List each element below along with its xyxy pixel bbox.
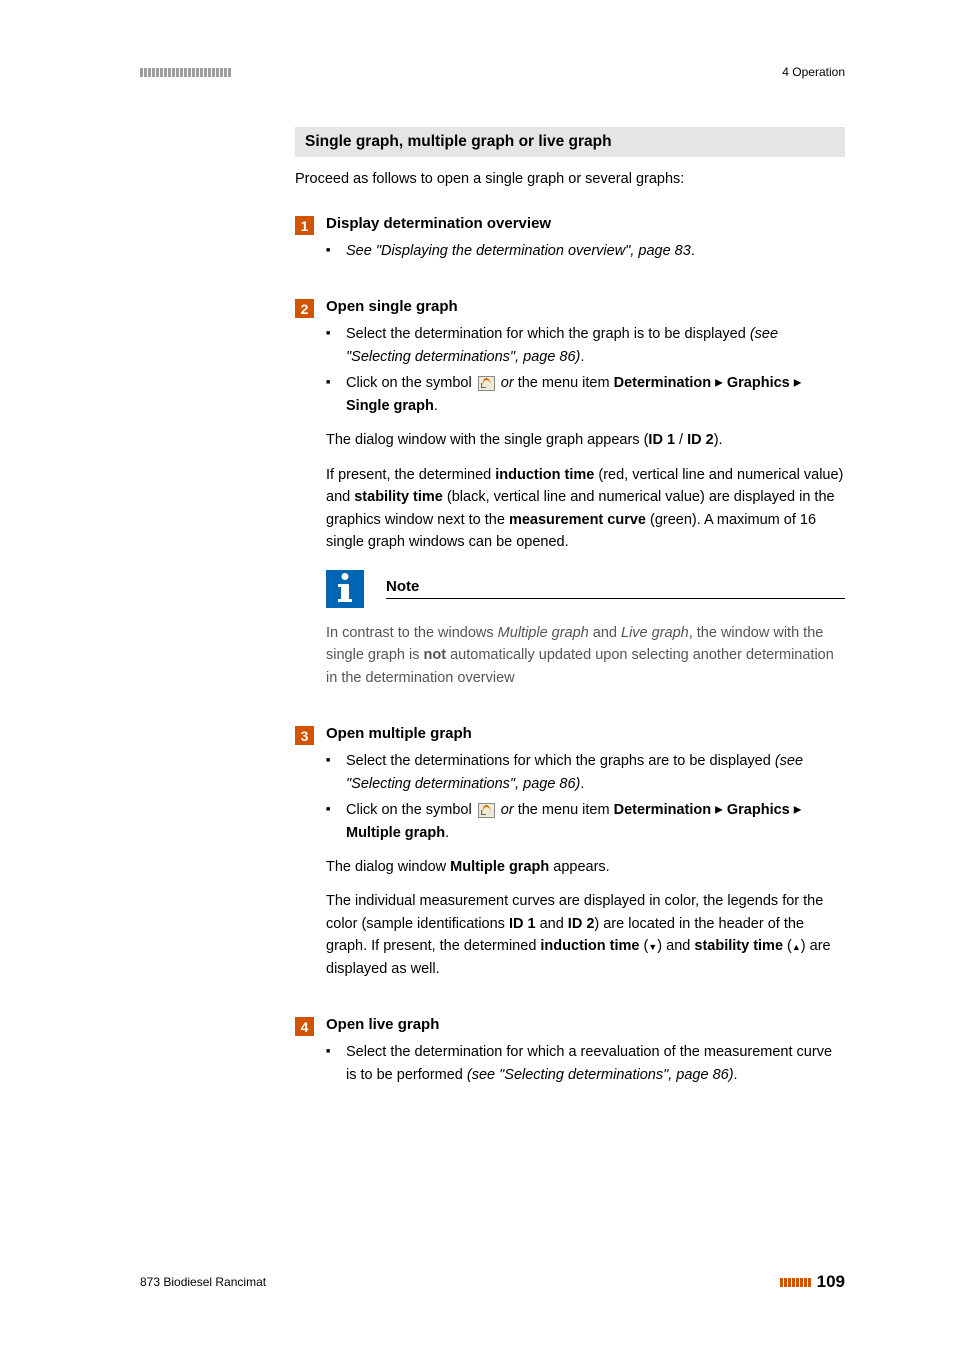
step-title: Display determination overview [326,215,845,232]
step-bullet: Select the determination for which a ree… [346,1041,845,1086]
step-2: 2 Open single graph Select the determina… [295,298,845,701]
step-paragraph: The individual measurement curves are di… [326,890,845,980]
step-paragraph: The dialog window Multiple graph appears… [326,856,845,878]
step-title: Open multiple graph [326,725,845,742]
graph-icon [478,376,495,391]
step-paragraph: The dialog window with the single graph … [326,429,845,451]
footer-bars-decoration [780,1278,811,1287]
step-number: 4 [295,1017,314,1036]
note-box: Note In contrast to the windows Multiple… [326,570,845,689]
header-bars-decoration [140,68,231,77]
step-4: 4 Open live graph Select the determinati… [295,1016,845,1098]
note-text: In contrast to the windows Multiple grap… [326,622,845,689]
step-bullet: Select the determination for which the g… [346,323,845,368]
step-bullet: Click on the symbol or the menu item Det… [346,372,845,417]
step-bullet: Click on the symbol or the menu item Det… [346,799,845,844]
step-number: 2 [295,299,314,318]
page-footer: 873 Biodiesel Rancimat 109 [140,1272,845,1292]
note-label: Note [386,578,845,599]
step-title: Open live graph [326,1016,845,1033]
step-title: Open single graph [326,298,845,315]
section-title: Single graph, multiple graph or live gra… [295,127,845,157]
step-number: 3 [295,726,314,745]
header-chapter-label: 4 Operation [782,65,845,79]
step-bullet: Select the determinations for which the … [346,750,845,795]
page-header: 4 Operation [140,65,845,79]
footer-product-name: 873 Biodiesel Rancimat [140,1275,266,1289]
step-paragraph: If present, the determined induction tim… [326,464,845,554]
step-1: 1 Display determination overview See "Di… [295,215,845,274]
graph-icon [478,803,495,818]
step-3: 3 Open multiple graph Select the determi… [295,725,845,992]
step-bullet: See "Displaying the determination overvi… [346,240,845,262]
page-number: 109 [817,1272,845,1292]
section-intro: Proceed as follows to open a single grap… [295,171,845,187]
info-icon [326,570,364,608]
step-number: 1 [295,216,314,235]
